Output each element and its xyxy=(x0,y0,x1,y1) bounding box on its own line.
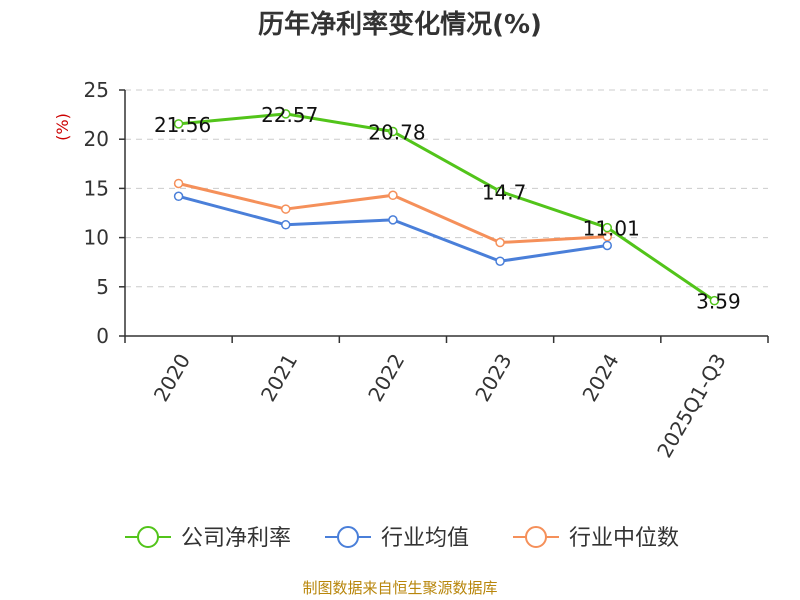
data-point xyxy=(388,126,398,137)
y-tick-labels: 0 5 10 15 20 25 xyxy=(84,78,109,348)
legend-item-1: 行业均值 xyxy=(325,526,469,551)
x-tick-label: 2022 xyxy=(363,350,409,406)
data-point xyxy=(602,222,612,233)
legend-label: 行业均值 xyxy=(381,526,469,551)
x-tick-label: 2023 xyxy=(470,350,516,406)
series-1 xyxy=(173,191,612,266)
x-tick-label: 2024 xyxy=(577,350,623,406)
y-tick-label: 15 xyxy=(84,176,109,200)
data-point xyxy=(173,178,184,189)
series-line xyxy=(178,112,716,302)
data-point xyxy=(495,186,505,197)
x-tick-label: 2021 xyxy=(256,350,302,406)
data-label: 14.7 xyxy=(482,180,527,204)
data-label: 22.57 xyxy=(261,103,318,127)
chart-title: 历年净利率变化情况(%) xyxy=(258,9,542,40)
data-point xyxy=(281,109,291,119)
x-tick-labels: 2020 2021 2022 2023 2024 2025Q1-Q3 xyxy=(149,350,731,462)
source-note: 制图数据来自恒生聚源数据库 xyxy=(302,579,497,597)
data-point xyxy=(388,215,398,225)
legend-item-0: 公司净利率 xyxy=(125,526,291,551)
data-labels: 21.56 22.57 20.78 14.7 11.01 3.59 xyxy=(154,103,741,314)
series-lines xyxy=(173,109,720,306)
series-2 xyxy=(173,178,612,248)
data-point xyxy=(602,240,612,251)
legend-marker xyxy=(137,526,159,548)
data-point xyxy=(602,231,612,242)
series-0 xyxy=(173,109,720,306)
data-point xyxy=(495,237,505,248)
y-axis-unit: (%) xyxy=(53,113,72,141)
y-tick-label: 5 xyxy=(96,275,109,299)
data-label: 3.59 xyxy=(696,290,741,314)
data-point xyxy=(281,204,291,214)
data-point xyxy=(173,119,184,129)
legend-item-2: 行业中位数 xyxy=(513,526,679,551)
legend-label: 公司净利率 xyxy=(181,526,291,551)
data-label: 11.01 xyxy=(583,217,640,241)
y-tick-label: 10 xyxy=(84,226,109,250)
legend-label: 行业中位数 xyxy=(569,526,679,551)
y-tick-label: 25 xyxy=(84,78,109,102)
legend-marker xyxy=(337,526,359,548)
legend-marker xyxy=(525,526,547,548)
data-point xyxy=(388,190,398,201)
x-tick-label: 2020 xyxy=(149,350,195,406)
data-point xyxy=(281,220,291,230)
y-tick-label: 0 xyxy=(96,324,109,348)
axes xyxy=(119,89,769,343)
data-label: 21.56 xyxy=(154,113,211,137)
data-point xyxy=(495,256,505,266)
y-tick-label: 20 xyxy=(84,127,109,151)
data-label: 20.78 xyxy=(368,121,425,145)
data-point xyxy=(173,191,184,202)
data-point xyxy=(709,295,720,306)
grid-lines xyxy=(125,89,768,288)
x-tick-label: 2025Q1-Q3 xyxy=(652,350,731,462)
legend: 公司净利率 行业均值 行业中位数 xyxy=(125,526,679,551)
